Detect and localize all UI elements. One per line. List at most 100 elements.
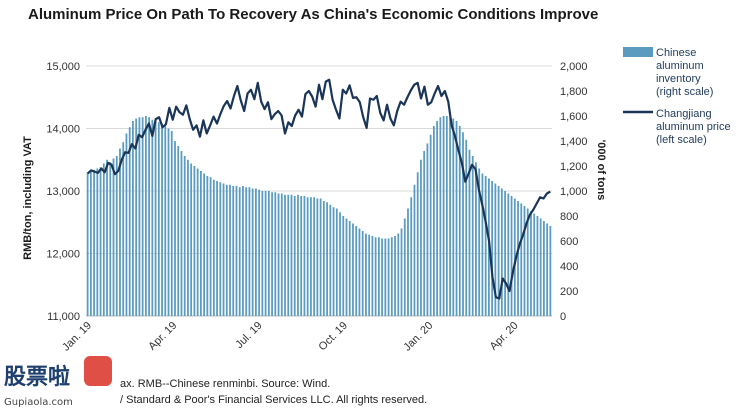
inventory-bar [141, 117, 144, 316]
inventory-bar [167, 128, 170, 316]
inventory-bar [475, 162, 477, 316]
inventory-bar [335, 208, 338, 316]
inventory-bar [193, 166, 196, 316]
inventory-bar [436, 121, 439, 316]
inventory-bar [235, 186, 238, 316]
inventory-bar [206, 176, 209, 316]
inventory-bar [144, 116, 147, 316]
inventory-bars [86, 116, 552, 316]
legend-text-line: aluminum [656, 60, 704, 72]
price-line-group [86, 78, 551, 300]
inventory-bar [225, 184, 228, 316]
inventory-bar [377, 237, 380, 316]
inventory-bar [504, 191, 506, 316]
right-axis-ticks: 0 200 400 600 800 1,000 1,200 1,400 1,600 1,800 2,… [560, 61, 588, 323]
inventory-bar [86, 172, 89, 316]
inventory-bar [348, 221, 351, 316]
inventory-bar [313, 197, 316, 316]
inventory-bar [199, 171, 202, 316]
inventory-bar [258, 189, 261, 316]
x-axis-ticks: Jan. 19 Apr. 19 Jul. 19 Oct. 19 Jan. 20 Apr. … [60, 320, 521, 354]
left-tick-label: 13,000 [46, 186, 80, 198]
inventory-bar [371, 236, 374, 316]
left-axis-ticks: 11,000 12,000 13,000 14,000 15,000 [46, 61, 80, 323]
right-tick-label: 1,400 [560, 136, 588, 148]
inventory-bar [478, 168, 481, 316]
inventory-bar [106, 159, 108, 316]
inventory-bar [287, 194, 290, 316]
inventory-bar [229, 184, 231, 316]
inventory-bar [390, 237, 393, 316]
inventory-bar [329, 204, 332, 316]
inventory-bar [423, 151, 426, 316]
inventory-bar [449, 117, 451, 316]
inventory-bar [177, 146, 180, 316]
inventory-bar [187, 159, 189, 316]
inventory-bar [248, 187, 251, 316]
inventory-bar [455, 121, 458, 316]
footnote-line-1: ax. RMB--Chinese renminbi. Source: Wind. [120, 378, 330, 390]
inventory-bar [322, 201, 325, 316]
inventory-bar [251, 188, 254, 316]
inventory-bar [300, 196, 303, 316]
right-axis-label: '000 of tons [595, 140, 607, 201]
inventory-bar [471, 156, 474, 316]
legend-text-line: (right scale) [656, 86, 713, 98]
inventory-bar [238, 187, 241, 316]
inventory-bar [365, 233, 367, 316]
watermark-badge-icon [84, 356, 112, 386]
right-tick-label: 1,000 [560, 186, 588, 198]
inventory-bar [93, 169, 95, 316]
inventory-bar [196, 168, 199, 316]
x-tick-label: Jan. 19 [60, 320, 94, 354]
inventory-bar [154, 121, 157, 316]
inventory-bar [539, 218, 542, 316]
left-tick-label: 11,000 [47, 311, 80, 323]
inventory-bar [316, 198, 319, 316]
inventory-bar [497, 186, 500, 316]
inventory-bar [290, 194, 293, 316]
inventory-bar [180, 151, 183, 316]
right-tick-label: 400 [560, 261, 578, 273]
inventory-bar [319, 198, 322, 316]
inventory-bar [429, 134, 432, 316]
right-tick-label: 0 [560, 311, 566, 323]
x-tick-label: Jan. 20 [401, 320, 435, 354]
inventory-bar [303, 196, 306, 316]
inventory-bar [387, 238, 390, 316]
watermark-text: 股票啦 [4, 364, 70, 390]
legend-text-line: Chinese [656, 47, 696, 59]
inventory-bar [533, 213, 536, 316]
inventory-bar [462, 132, 464, 316]
inventory-bar [148, 117, 150, 316]
inventory-bar [530, 211, 532, 316]
inventory-bar [345, 218, 348, 316]
inventory-bar [274, 192, 277, 316]
inventory-bar [219, 182, 222, 316]
inventory-bar [517, 201, 519, 316]
inventory-bar [297, 194, 299, 316]
inventory-bar [89, 171, 92, 316]
inventory-bar [400, 228, 403, 316]
right-tick-label: 2,000 [560, 61, 588, 73]
chart-title: Aluminum Price On Path To Recovery As Ch… [28, 6, 598, 23]
inventory-bar [151, 119, 154, 316]
inventory-bar [484, 176, 487, 316]
right-tick-label: 1,600 [560, 111, 588, 123]
inventory-bar [222, 183, 225, 316]
legend-text-line: aluminum price [656, 121, 731, 133]
inventory-bar [342, 216, 345, 316]
inventory-bar [255, 188, 257, 316]
inventory-bar [119, 148, 121, 316]
inventory-bar [271, 192, 273, 316]
watermark-logo: 股票啦 Gupiaola.com [4, 356, 112, 408]
inventory-bar [203, 173, 206, 316]
inventory-bar [442, 116, 445, 316]
inventory-bar [112, 158, 115, 316]
inventory-bar [99, 167, 102, 316]
inventory-bar [426, 143, 429, 316]
gridlines [86, 65, 552, 317]
inventory-bar [546, 223, 549, 316]
inventory-bar [264, 191, 267, 316]
